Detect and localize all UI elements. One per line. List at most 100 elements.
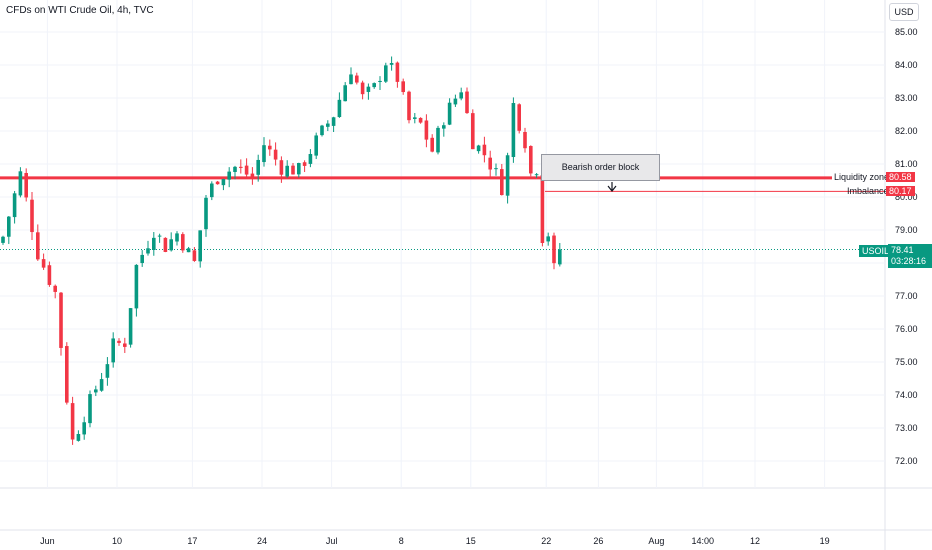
candle-body [314, 135, 318, 156]
order-block-box[interactable]: Bearish order block [541, 154, 660, 181]
currency-button[interactable]: USD [889, 3, 919, 21]
candle-body [459, 92, 463, 99]
candle-body [389, 63, 394, 65]
x-tick-label: 24 [257, 536, 267, 546]
candle-body [227, 171, 231, 180]
candle-body [430, 137, 434, 152]
x-tick-label: 12 [750, 536, 760, 546]
candle-body [99, 379, 104, 391]
candle-body [424, 120, 429, 140]
candle-body [157, 235, 162, 237]
candle-body [59, 292, 63, 348]
candle-body [517, 104, 521, 131]
horizontal-levels [0, 176, 885, 250]
candle-body [337, 99, 342, 118]
candle-body [442, 125, 446, 129]
x-tick-label: 15 [466, 536, 476, 546]
candle-body [105, 364, 110, 378]
candle-body [24, 172, 28, 198]
candle-body [76, 434, 81, 441]
symbol-badge: USOIL [859, 245, 893, 257]
candle-body [436, 127, 440, 153]
x-tick-label: 19 [820, 536, 830, 546]
y-tick-label: 80.00 [895, 192, 918, 202]
candle-body [476, 145, 481, 152]
candle-body [349, 74, 353, 85]
candle-body [546, 236, 550, 242]
candle-body [7, 216, 11, 237]
candle-body [256, 159, 260, 175]
candle-body [70, 403, 75, 440]
candle-body [233, 166, 237, 172]
candle-body [488, 157, 492, 170]
candle-body [215, 181, 220, 185]
candle-body [273, 149, 278, 160]
candle-body [47, 265, 52, 285]
candle-body [378, 80, 382, 82]
imbalance-price-badge: 80.17 [886, 186, 915, 196]
chart-title: CFDs on WTI Crude Oil, 4h, TVC [6, 5, 154, 16]
candle-body [558, 249, 562, 265]
candle-body [41, 259, 46, 268]
candle-body [401, 81, 405, 93]
candle-body [169, 239, 173, 251]
y-tick-label: 83.00 [895, 93, 918, 103]
candle-body [239, 166, 243, 168]
candle-body [285, 165, 289, 177]
countdown-value: 03:28:16 [891, 256, 927, 266]
x-tick-label: 17 [187, 536, 197, 546]
candle-body [540, 175, 545, 243]
candle-body [268, 145, 272, 150]
y-tick-label: 75.00 [895, 357, 918, 367]
candle-body [244, 165, 249, 175]
liquidity-price-badge: 80.58 [886, 172, 915, 182]
candle-body [36, 232, 40, 260]
candle-body [297, 163, 301, 175]
candle-body [94, 389, 98, 393]
y-tick-label: 85.00 [895, 27, 918, 37]
x-tick-label: 26 [593, 536, 603, 546]
candle-body [262, 145, 266, 163]
x-tick-label: 14:00 [692, 536, 715, 546]
candle-body [529, 146, 533, 174]
candle-body [198, 230, 202, 262]
y-tick-label: 74.00 [895, 390, 918, 400]
candle-body [221, 179, 226, 186]
x-tick-label: 8 [399, 536, 404, 546]
candle-body [360, 82, 365, 95]
candle-body [181, 234, 185, 251]
y-tick-label: 84.00 [895, 60, 918, 70]
candle-body [372, 83, 376, 88]
x-tick-label: 10 [112, 536, 122, 546]
candle-body [343, 85, 347, 102]
candle-body [140, 254, 144, 264]
candle-body [355, 75, 359, 83]
candle-body [18, 171, 23, 196]
time-axis: Jun 10 17 24 Jul 8 15 22 26 Aug 14:00 12 19 [40, 536, 829, 546]
imbalance-label: Imbalance [847, 186, 889, 196]
liquidity-zone-label: Liquidity zone [834, 172, 890, 182]
candle-body [302, 162, 307, 166]
candle-body [395, 62, 400, 82]
candle-body [192, 250, 197, 261]
x-tick-label: Jun [40, 536, 55, 546]
x-tick-label: Jul [326, 536, 338, 546]
y-tick-label: 79.00 [895, 225, 918, 235]
candle-body [291, 165, 295, 175]
candle-body [134, 264, 139, 309]
candle-body [505, 155, 510, 196]
candle-body [1, 236, 5, 243]
candle-body [175, 233, 179, 242]
candle-body [511, 103, 516, 158]
y-tick-label: 82.00 [895, 126, 918, 136]
candle-body [447, 102, 452, 125]
candle-body [326, 123, 330, 127]
candles [1, 56, 562, 445]
candle-body [418, 117, 423, 123]
y-tick-label: 81.00 [895, 159, 918, 169]
candle-body [366, 86, 371, 92]
x-tick-label: 22 [541, 536, 551, 546]
candle-body [453, 98, 458, 105]
